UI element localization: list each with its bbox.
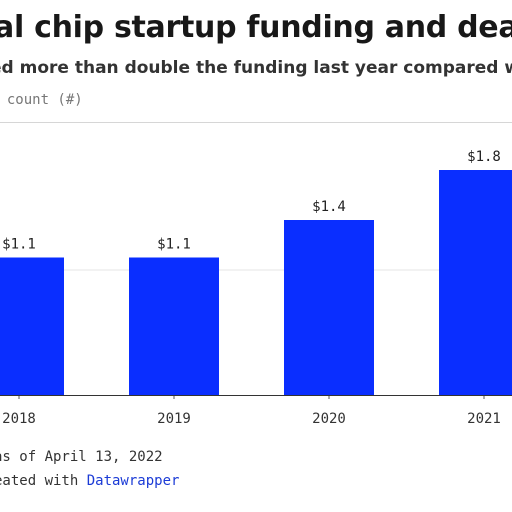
- x-tick-label-2020: 2020: [312, 411, 346, 427]
- bar-2021: [439, 170, 512, 395]
- bar-2020: [284, 220, 374, 395]
- legend-label: l count (#): [0, 92, 83, 108]
- bar-2019: [129, 257, 219, 395]
- x-tick-label-2018: 2018: [2, 411, 36, 427]
- bar-2018: [0, 257, 64, 395]
- header-divider: [0, 122, 512, 123]
- data-label-2021: $1.8: [467, 149, 501, 165]
- x-tick-label-2019: 2019: [157, 411, 191, 427]
- data-label-2018: $1.1: [2, 237, 36, 253]
- chart-subtitle: ed more than double the funding last yea…: [0, 58, 512, 78]
- credit-prefix: eated with: [0, 473, 87, 489]
- data-label-2019: $1.1: [157, 237, 191, 253]
- credit-line: eated with Datawrapper: [0, 473, 179, 489]
- datawrapper-link[interactable]: Datawrapper: [86, 473, 180, 489]
- data-label-2020: $1.4: [312, 199, 346, 215]
- source-note: as of April 13, 2022: [0, 449, 163, 465]
- x-tick-label-2021: 2021: [467, 411, 501, 427]
- chart-title: tal chip startup funding and dea: [0, 10, 512, 45]
